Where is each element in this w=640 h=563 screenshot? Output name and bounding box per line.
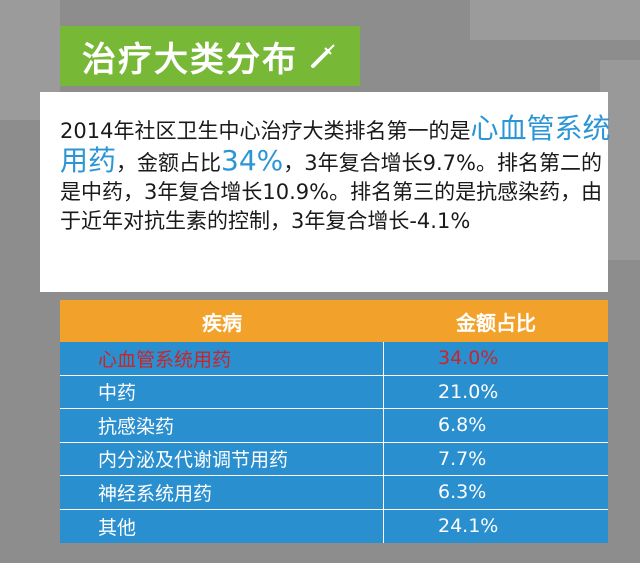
- table-row: 内分泌及代谢调节用药 7.7%: [60, 442, 608, 476]
- cell-share: 7.7%: [438, 447, 487, 470]
- highlight-category: 心血管系统用药: [60, 112, 611, 177]
- table-row: 抗感染药 6.8%: [60, 409, 608, 443]
- description-text: 2014年社区卫生中心治疗大类排名第一的是心血管系统用药，金额占比34%，3年复…: [60, 114, 615, 236]
- cell-disease: 中药: [60, 375, 384, 408]
- page-title: 治疗大类分布: [82, 39, 298, 80]
- description-part: 2014年社区卫生中心治疗大类排名第一的是: [60, 119, 471, 143]
- description-part: ，3年复合增长9.7%。排名第二的是中药，3年复合增长10.9%。排名第三的是抗…: [60, 151, 603, 233]
- title-banner: 治疗大类分布: [60, 26, 360, 86]
- cell-share: 6.8%: [438, 414, 487, 437]
- cell-disease: 神经系统用药: [60, 476, 384, 509]
- distribution-table: 疾病 金额占比 心血管系统用药 34.0% 中药 21.0% 抗感染药 6.8%…: [60, 300, 608, 543]
- cell-share: 6.3%: [438, 481, 487, 504]
- cell-disease: 内分泌及代谢调节用药: [60, 442, 384, 475]
- description-part: ，金额占比: [116, 151, 222, 175]
- table-row: 其他 24.1%: [60, 509, 608, 543]
- header-disease: 疾病: [202, 310, 242, 335]
- table-row: 心血管系统用药 34.0%: [60, 342, 608, 376]
- highlight-share: 34%: [221, 144, 284, 177]
- cell-share: 34.0%: [438, 347, 499, 370]
- cell-disease: 其他: [60, 509, 384, 543]
- cell-disease: 抗感染药: [60, 409, 384, 442]
- cell-share: 21.0%: [438, 380, 499, 403]
- table-header: 疾病 金额占比: [60, 300, 608, 342]
- cell-disease: 心血管系统用药: [60, 342, 384, 375]
- background-shape: [470, 0, 640, 40]
- header-share: 金额占比: [456, 310, 536, 335]
- syringe-pen-icon: [310, 43, 336, 69]
- description-card: [40, 92, 608, 292]
- table-row: 中药 21.0%: [60, 375, 608, 409]
- cell-share: 24.1%: [438, 515, 499, 538]
- table-row: 神经系统用药 6.3%: [60, 476, 608, 510]
